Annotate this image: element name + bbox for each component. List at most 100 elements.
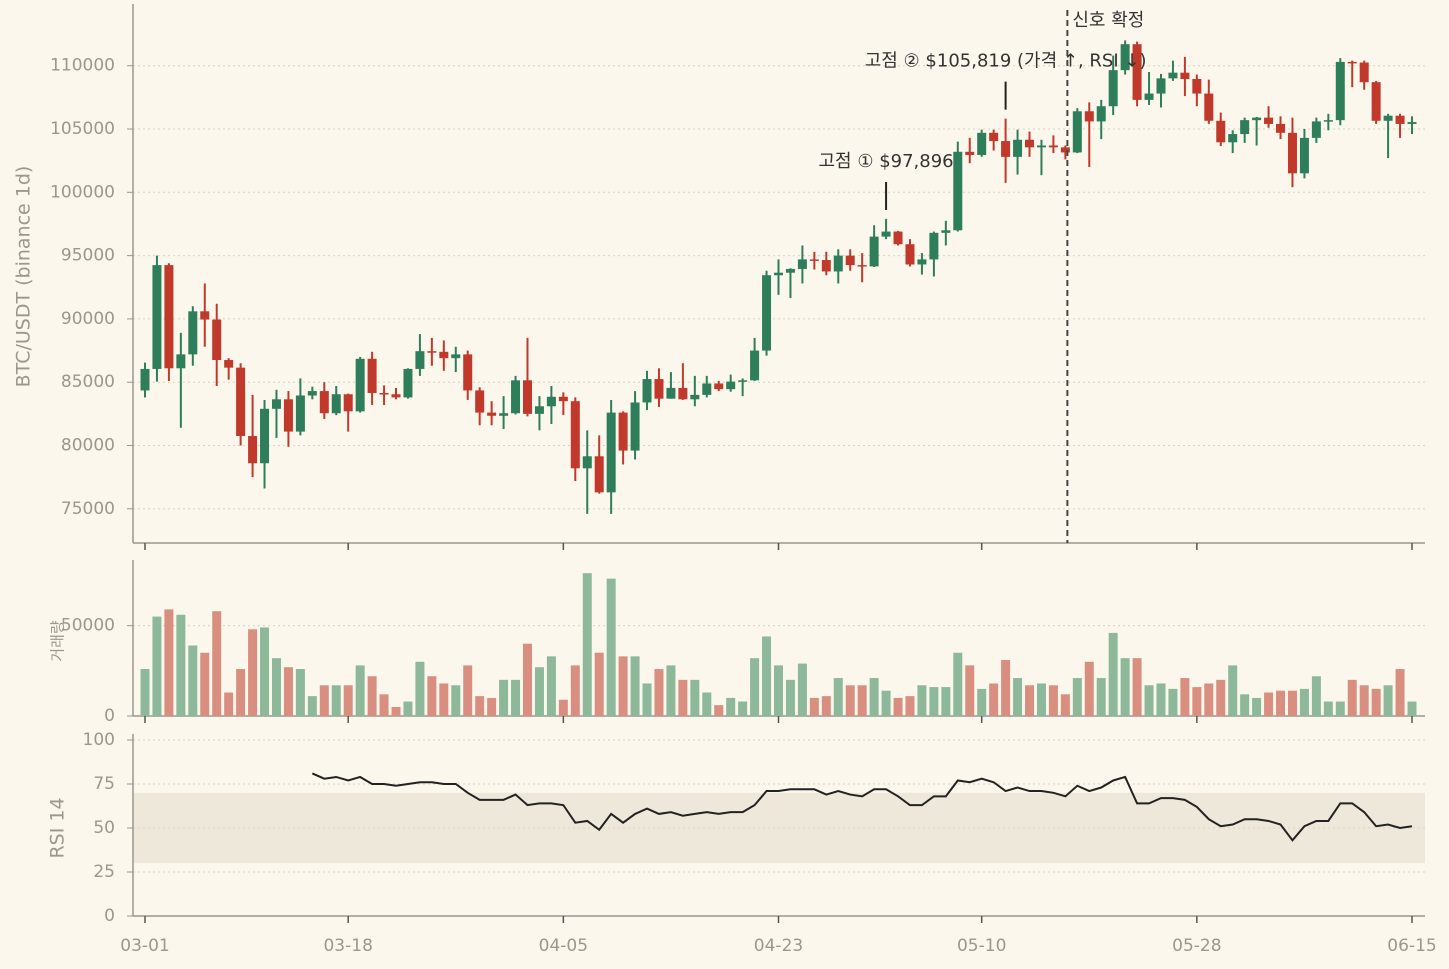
- y-tick-label: 85000: [61, 372, 115, 392]
- volume-bar: [415, 661, 425, 716]
- volume-bar: [1180, 678, 1190, 716]
- volume-bar: [463, 665, 473, 716]
- volume-bar: [546, 656, 556, 716]
- candle-body: [200, 311, 210, 320]
- volume-bar: [1383, 685, 1393, 716]
- candle-body: [487, 412, 497, 416]
- volume-bar: [499, 679, 509, 716]
- candle-body: [1311, 121, 1321, 138]
- candle-body: [1407, 122, 1417, 124]
- candle-body: [1287, 132, 1297, 174]
- volume-bar: [475, 696, 485, 716]
- y-tick-label: 75000: [61, 499, 115, 519]
- volume-bar: [666, 665, 676, 716]
- signal-label: 신호 확정: [1072, 10, 1144, 31]
- volume-bar: [1311, 676, 1321, 716]
- volume-bar: [953, 652, 963, 716]
- candle-body: [1072, 111, 1082, 153]
- volume-bar: [714, 705, 724, 716]
- candle-body: [821, 260, 831, 272]
- volume-bar: [391, 706, 401, 716]
- y-tick-label: 100: [83, 730, 115, 750]
- candle-body: [953, 151, 963, 231]
- volume-bar: [570, 665, 580, 716]
- volume-bar: [1299, 688, 1309, 716]
- volume-bar: [343, 685, 353, 716]
- candle-body: [785, 268, 795, 273]
- candle-body: [893, 231, 903, 245]
- volume-bar: [1120, 658, 1130, 716]
- candle-body: [1036, 145, 1046, 148]
- candle-body: [188, 311, 198, 355]
- candle-body: [809, 259, 819, 261]
- volume-bar: [1359, 685, 1369, 716]
- y-tick-label: 100000: [50, 182, 115, 202]
- volume-bar: [642, 683, 652, 716]
- candle-body: [379, 392, 389, 395]
- candle-body: [271, 399, 281, 409]
- volume-bar: [236, 669, 246, 716]
- candle-body: [1132, 44, 1142, 100]
- candle-body: [343, 394, 353, 412]
- candle-body: [1168, 72, 1178, 79]
- candle-body: [1252, 117, 1262, 121]
- volume-bar: [331, 685, 341, 716]
- volume-bar: [726, 697, 736, 716]
- candle-body: [1276, 123, 1286, 133]
- volume-bar: [750, 658, 760, 716]
- volume-bar: [307, 696, 317, 716]
- volume-bar: [1084, 661, 1094, 716]
- volume-bar: [439, 683, 449, 716]
- y-tick-label: 75: [93, 774, 115, 794]
- x-tick-label: 03-01: [120, 936, 169, 956]
- candle-body: [236, 367, 246, 437]
- x-tick-label: 04-05: [539, 936, 588, 956]
- candle-body: [1001, 141, 1011, 157]
- volume-bar: [821, 696, 831, 716]
- candle-body: [1120, 44, 1130, 71]
- volume-bar: [295, 669, 305, 716]
- candle-body: [702, 383, 712, 395]
- candle-body: [642, 379, 652, 403]
- candle-body: [176, 354, 186, 369]
- volume-bar: [1264, 692, 1274, 716]
- candle-body: [977, 132, 987, 155]
- volume-bar: [905, 696, 915, 716]
- y-tick-label: 105000: [50, 119, 115, 139]
- volume-bar: [1347, 679, 1357, 716]
- candle-body: [248, 436, 258, 464]
- volume-bar: [785, 679, 795, 716]
- candle-body: [965, 151, 975, 155]
- rsi-line: [311, 772, 1413, 842]
- candle-body: [391, 394, 401, 398]
- candle-body: [534, 406, 544, 414]
- volume-bar: [260, 627, 270, 716]
- candle-body: [666, 387, 676, 399]
- candle-body: [463, 354, 473, 391]
- candle-body: [307, 391, 317, 396]
- volume-bar: [1060, 694, 1070, 716]
- candle-body: [606, 412, 616, 493]
- candle-body: [415, 351, 425, 369]
- candle-body: [1156, 78, 1166, 94]
- candle-body: [929, 232, 939, 260]
- candle-body: [522, 380, 532, 414]
- candle-body: [594, 456, 604, 493]
- volume-bar: [941, 687, 951, 716]
- volume-bar: [929, 687, 939, 716]
- volume-bar: [1287, 690, 1297, 716]
- candle-body: [546, 396, 556, 407]
- candle-body: [869, 236, 879, 267]
- candle-body: [1096, 106, 1106, 122]
- volume-bar: [845, 685, 855, 716]
- volume-bar: [702, 692, 712, 716]
- y-tick-label: 50000: [61, 616, 115, 636]
- y-tick-label: 25: [93, 862, 115, 882]
- volume-bar: [1132, 658, 1142, 716]
- volume-bar: [678, 679, 688, 716]
- volume-bar: [379, 694, 389, 716]
- volume-bar: [1168, 688, 1178, 716]
- volume-bar: [1013, 678, 1023, 716]
- volume-bar: [1144, 685, 1154, 716]
- y-axis-label: RSI 14: [47, 797, 69, 858]
